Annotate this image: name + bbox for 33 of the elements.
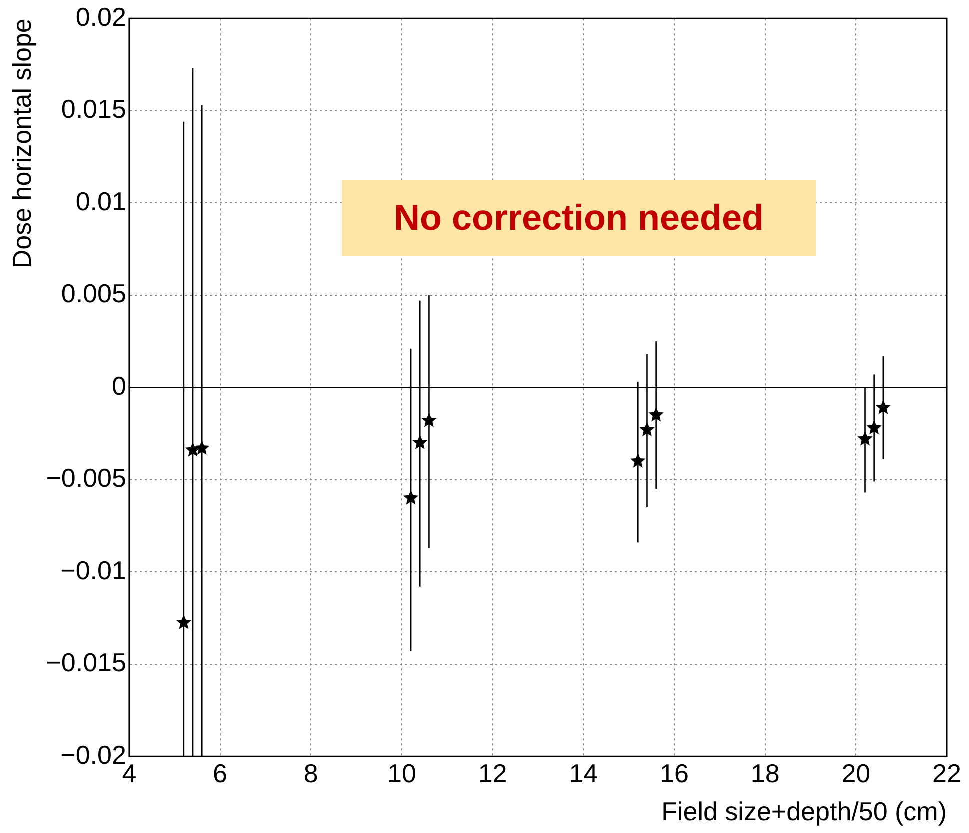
x-tick-label: 22 [932, 758, 962, 788]
point [412, 434, 428, 450]
point [630, 453, 646, 468]
y-tick-label: −0.015 [46, 648, 126, 678]
y-tick-label: 0.005 [61, 278, 126, 309]
point [640, 422, 655, 437]
x-tick-label: 20 [842, 758, 871, 788]
y-tick-label: −0.02 [60, 740, 126, 770]
y-tick-label: 0.015 [61, 94, 126, 124]
x-tick-label: 14 [569, 758, 598, 788]
point [866, 420, 882, 435]
x-tick-label: 16 [660, 758, 689, 788]
x-axis-title: Field size+depth/50 (cm) [662, 796, 947, 827]
point [176, 614, 192, 630]
y-tick-label: −0.01 [60, 555, 126, 586]
point [648, 407, 664, 422]
y-tick-label: 0.02 [76, 2, 126, 32]
point [185, 442, 201, 457]
point [422, 412, 437, 428]
x-tick-label: 18 [750, 758, 780, 788]
x-tick-label: 12 [478, 758, 508, 788]
x-tick-label: 8 [304, 758, 318, 788]
point [858, 431, 873, 446]
x-tick-label: 10 [388, 758, 416, 788]
y-tick-label: 0 [112, 370, 126, 401]
annotation: No correction needed [342, 180, 816, 256]
point [876, 400, 892, 414]
y-tick-label: 0.01 [76, 186, 126, 216]
y-axis-title: Dose horizontal slope [6, 18, 37, 269]
point [194, 440, 210, 455]
x-tick-label: 6 [213, 758, 228, 788]
y-tick-label: −0.005 [46, 463, 126, 494]
point [403, 490, 419, 505]
